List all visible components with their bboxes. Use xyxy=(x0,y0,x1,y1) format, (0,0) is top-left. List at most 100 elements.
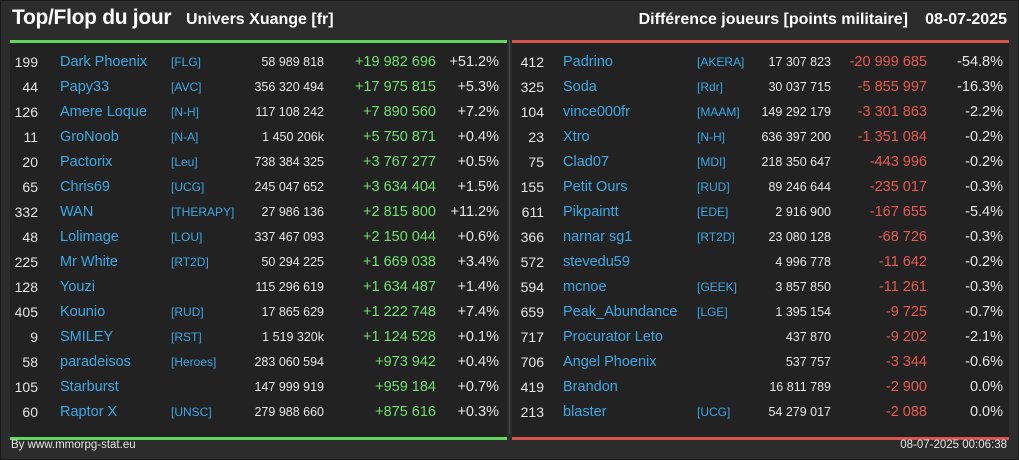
player-rank: 48 xyxy=(22,229,38,245)
alliance-tag-link[interactable]: [FLG] xyxy=(171,55,202,69)
player-name-link[interactable]: paradeisos xyxy=(60,354,131,370)
player-name-link[interactable]: mcnoe xyxy=(563,279,607,295)
alliance-tag-link[interactable]: [RT2D] xyxy=(697,230,735,244)
player-name-link[interactable]: Pikpaintt xyxy=(563,204,619,220)
player-name-link[interactable]: Peak_Abundance xyxy=(563,304,678,320)
player-name-link[interactable]: Mr White xyxy=(60,254,118,270)
player-name-link[interactable]: Procurator Leto xyxy=(563,329,663,345)
percent-change: +0.3% xyxy=(457,404,499,420)
alliance-tag-link[interactable]: [N-H] xyxy=(697,130,725,144)
player-rank: 9 xyxy=(30,329,38,345)
player-name-link[interactable]: Papy33 xyxy=(60,79,110,95)
player-name-link[interactable]: Brandon xyxy=(563,379,618,395)
points-difference: -235 017 xyxy=(869,179,927,195)
alliance-tag-link[interactable]: [LOU] xyxy=(171,230,203,244)
player-name-link[interactable]: Padrino xyxy=(563,54,613,70)
percent-change: -0.3% xyxy=(965,229,1003,245)
alliance-tag-link[interactable]: [Heroes] xyxy=(171,355,217,369)
player-rank: 611 xyxy=(521,204,544,220)
alliance-tag-link[interactable]: [N-A] xyxy=(171,130,199,144)
percent-change: -0.3% xyxy=(965,279,1003,295)
player-name-link[interactable]: Starburst xyxy=(60,379,119,395)
difference-label: Différence joueurs [points militaire] xyxy=(638,11,908,28)
player-name-link[interactable]: Lolimage xyxy=(60,229,119,245)
top-players-table: 199 Dark Phoenix [FLG] 58 989 818 +19 982 69… xyxy=(10,40,507,440)
alliance-tag-link[interactable]: [MAAM] xyxy=(697,105,740,119)
table-row: 594 mcnoe [GEEK] 3 857 850 -11 261 -0.3% xyxy=(512,275,1009,300)
player-points: 356 320 494 xyxy=(254,80,324,94)
player-name-link[interactable]: Petit Ours xyxy=(563,179,628,195)
player-name-link[interactable]: Chris69 xyxy=(60,179,110,195)
player-points: 4 996 778 xyxy=(775,255,831,269)
player-name-link[interactable]: Youzi xyxy=(60,279,95,295)
alliance-tag-link[interactable]: [RST] xyxy=(171,330,202,344)
player-points: 117 108 242 xyxy=(255,105,324,119)
player-name-link[interactable]: SMILEY xyxy=(60,329,114,345)
alliance-tag-link[interactable]: [MDI] xyxy=(697,155,726,169)
footer-timestamp: 08-07-2025 00:06:38 xyxy=(900,439,1007,451)
player-name-link[interactable]: Xtro xyxy=(563,129,590,145)
percent-change: -0.2% xyxy=(965,154,1003,170)
table-row: 48 Lolimage [LOU] 337 467 093 +2 150 044 +0.6… xyxy=(10,225,507,250)
player-name-link[interactable]: stevedu59 xyxy=(563,254,630,270)
table-row: 11 GroNoob [N-A] 1 450 206k +5 750 871 +0.4% xyxy=(10,125,507,150)
player-name-link[interactable]: Clad07 xyxy=(563,154,609,170)
alliance-tag-link[interactable]: [LGE] xyxy=(697,305,728,319)
points-difference: +7 890 560 xyxy=(363,104,436,120)
player-rank: 225 xyxy=(14,254,38,270)
player-rank: 419 xyxy=(520,379,544,395)
points-difference: +17 975 815 xyxy=(354,79,436,95)
table-row: 126 Amere Loque [N-H] 117 108 242 +7 890 560… xyxy=(10,100,507,125)
alliance-tag-link[interactable]: [GEEK] xyxy=(697,280,738,294)
player-rank: 325 xyxy=(520,79,544,95)
player-rank: 572 xyxy=(520,254,544,270)
points-difference: -11 261 xyxy=(878,279,927,295)
player-name-link[interactable]: vince000fr xyxy=(563,104,630,120)
header-date: 08-07-2025 xyxy=(925,11,1007,28)
player-points: 27 986 136 xyxy=(261,205,324,219)
player-points: 115 296 619 xyxy=(255,280,324,294)
player-name-link[interactable]: blaster xyxy=(563,404,607,420)
player-points: 58 989 818 xyxy=(261,55,324,69)
alliance-tag-link[interactable]: [AVC] xyxy=(171,80,202,94)
percent-change: -0.7% xyxy=(965,304,1003,320)
alliance-tag-link[interactable]: [THERAPY] xyxy=(171,205,235,219)
points-difference: +5 750 871 xyxy=(363,129,436,145)
alliance-tag-link[interactable]: [UCG] xyxy=(697,405,731,419)
player-name-link[interactable]: Soda xyxy=(563,79,597,95)
player-name-link[interactable]: WAN xyxy=(60,204,94,220)
player-name-link[interactable]: Dark Phoenix xyxy=(60,54,148,70)
percent-change: -16.3% xyxy=(957,79,1003,95)
player-name-link[interactable]: Raptor X xyxy=(60,404,118,420)
alliance-tag-link[interactable]: [RUD] xyxy=(171,305,204,319)
player-points: 30 037 715 xyxy=(768,80,831,94)
alliance-tag-link[interactable]: [Leu] xyxy=(171,155,198,169)
table-row: 325 Soda [Rdr] 30 037 715 -5 855 997 -16.3% xyxy=(512,75,1009,100)
header: Top/Flop du jour Univers Xuange [fr] Dif… xyxy=(0,0,1019,40)
alliance-tag-link[interactable]: [UCG] xyxy=(171,180,205,194)
alliance-tag-link[interactable]: [EDE] xyxy=(697,205,729,219)
player-name-link[interactable]: narnar sg1 xyxy=(563,229,633,245)
table-row: 104 vince000fr [MAAM] 149 292 179 -3 301 863… xyxy=(512,100,1009,125)
player-name-link[interactable]: Kounio xyxy=(60,304,106,320)
alliance-tag-link[interactable]: [RT2D] xyxy=(171,255,209,269)
player-name-link[interactable]: Pactorix xyxy=(60,154,113,170)
alliance-tag-link[interactable]: [N-H] xyxy=(171,105,199,119)
player-name-link[interactable]: Amere Loque xyxy=(60,104,148,120)
player-name-link[interactable]: GroNoob xyxy=(60,129,119,145)
points-difference: +1 669 038 xyxy=(363,254,436,270)
points-difference: +2 815 800 xyxy=(363,204,436,220)
player-name-link[interactable]: Angel Phoenix xyxy=(563,354,657,370)
table-row: 128 Youzi 115 296 619 +1 634 487 +1.4% xyxy=(10,275,507,300)
player-points: 50 294 225 xyxy=(261,255,324,269)
alliance-tag-link[interactable]: [AKERA] xyxy=(697,55,745,69)
table-row: 225 Mr White [RT2D] 50 294 225 +1 669 038 +3.… xyxy=(10,250,507,275)
alliance-tag-link[interactable]: [RUD] xyxy=(697,180,730,194)
alliance-tag-link[interactable]: [Rdr] xyxy=(697,80,724,94)
player-points: 149 292 179 xyxy=(761,105,831,119)
table-row: 572 stevedu59 4 996 778 -11 642 -0.2% xyxy=(512,250,1009,275)
alliance-tag-link[interactable]: [UNSC] xyxy=(171,405,212,419)
table-row: 199 Dark Phoenix [FLG] 58 989 818 +19 982 69… xyxy=(10,50,507,75)
percent-change: +0.4% xyxy=(457,354,499,370)
table-row: 60 Raptor X [UNSC] 279 988 660 +875 616 +0.3% xyxy=(10,400,507,425)
